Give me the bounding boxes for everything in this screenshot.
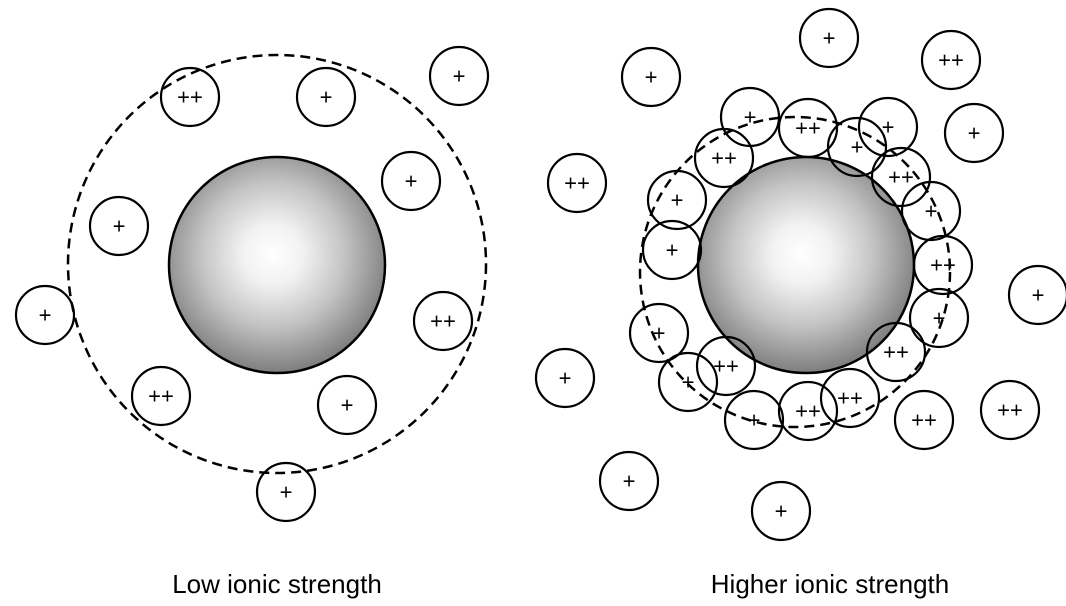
ion-charge: ++ <box>997 398 1023 423</box>
ion: + <box>318 376 376 434</box>
ion: ++ <box>867 323 925 381</box>
ion: + <box>721 88 779 146</box>
ion: + <box>859 98 917 156</box>
ion-charge: + <box>823 26 836 51</box>
ion: + <box>430 47 488 105</box>
ion-charge: ++ <box>795 399 821 424</box>
ion: + <box>90 197 148 255</box>
ion-charge: + <box>666 238 679 263</box>
ion: + <box>536 349 594 407</box>
panel-label: Higher ionic strength <box>711 569 949 599</box>
ion: ++ <box>161 68 219 126</box>
ion-charge: + <box>405 169 418 194</box>
ion-charge: + <box>851 135 864 160</box>
ion: ++ <box>132 367 190 425</box>
ion-charge: + <box>453 64 466 89</box>
ion: + <box>902 182 960 240</box>
ion: + <box>910 289 968 347</box>
ion: + <box>643 221 701 279</box>
ion: ++ <box>414 292 472 350</box>
ion-charge: + <box>775 499 788 524</box>
ion-charge: ++ <box>911 408 937 433</box>
ion: ++ <box>922 31 980 89</box>
ion-charge: + <box>925 199 938 224</box>
ion-charge: + <box>933 306 946 331</box>
ion-charge: + <box>280 480 293 505</box>
diagram: ++++++++++++++++++++++++++++++++++++++++… <box>0 0 1066 606</box>
ion: ++ <box>697 337 755 395</box>
ion: + <box>828 118 886 176</box>
ion: + <box>1009 266 1066 324</box>
ion-charge: + <box>968 121 981 146</box>
ion: + <box>725 391 783 449</box>
ion: + <box>622 48 680 106</box>
ion-charge: ++ <box>430 309 456 334</box>
ion: + <box>382 152 440 210</box>
ion-charge: ++ <box>177 85 203 110</box>
ion-charge: + <box>341 393 354 418</box>
ion-charge: + <box>682 370 695 395</box>
ion-charge: ++ <box>888 165 914 190</box>
ion-charge: + <box>744 105 757 130</box>
ion-charge: ++ <box>564 171 590 196</box>
ion: ++ <box>895 391 953 449</box>
ion: + <box>297 68 355 126</box>
ion-charge: + <box>113 214 126 239</box>
ion-charge: ++ <box>148 384 174 409</box>
ion-charge: + <box>653 321 666 346</box>
ion-charge: ++ <box>930 253 956 278</box>
ion-charge: ++ <box>837 386 863 411</box>
ion: + <box>16 286 74 344</box>
ion: + <box>752 482 810 540</box>
ion: + <box>257 463 315 521</box>
ion-charge: + <box>559 366 572 391</box>
ion-charge: + <box>1032 283 1045 308</box>
ion-charge: ++ <box>883 340 909 365</box>
ion-charge: + <box>39 303 52 328</box>
ion-charge: + <box>671 188 684 213</box>
ion: ++ <box>695 129 753 187</box>
particle <box>698 157 914 373</box>
ion: + <box>659 353 717 411</box>
ion: ++ <box>779 382 837 440</box>
ion-charge: ++ <box>795 116 821 141</box>
ion: + <box>945 104 1003 162</box>
ion-charge: ++ <box>711 146 737 171</box>
particle <box>169 157 385 373</box>
ion: + <box>800 9 858 67</box>
panel-label: Low ionic strength <box>172 569 382 599</box>
ion: + <box>600 452 658 510</box>
ion: ++ <box>872 148 930 206</box>
ion: ++ <box>981 381 1039 439</box>
ion-charge: + <box>320 85 333 110</box>
ion-charge: + <box>645 65 658 90</box>
ion: ++ <box>548 154 606 212</box>
ion: ++ <box>914 236 972 294</box>
ion-charge: + <box>623 469 636 494</box>
ion-charge: ++ <box>938 48 964 73</box>
ion-charge: + <box>748 408 761 433</box>
ion: ++ <box>821 369 879 427</box>
